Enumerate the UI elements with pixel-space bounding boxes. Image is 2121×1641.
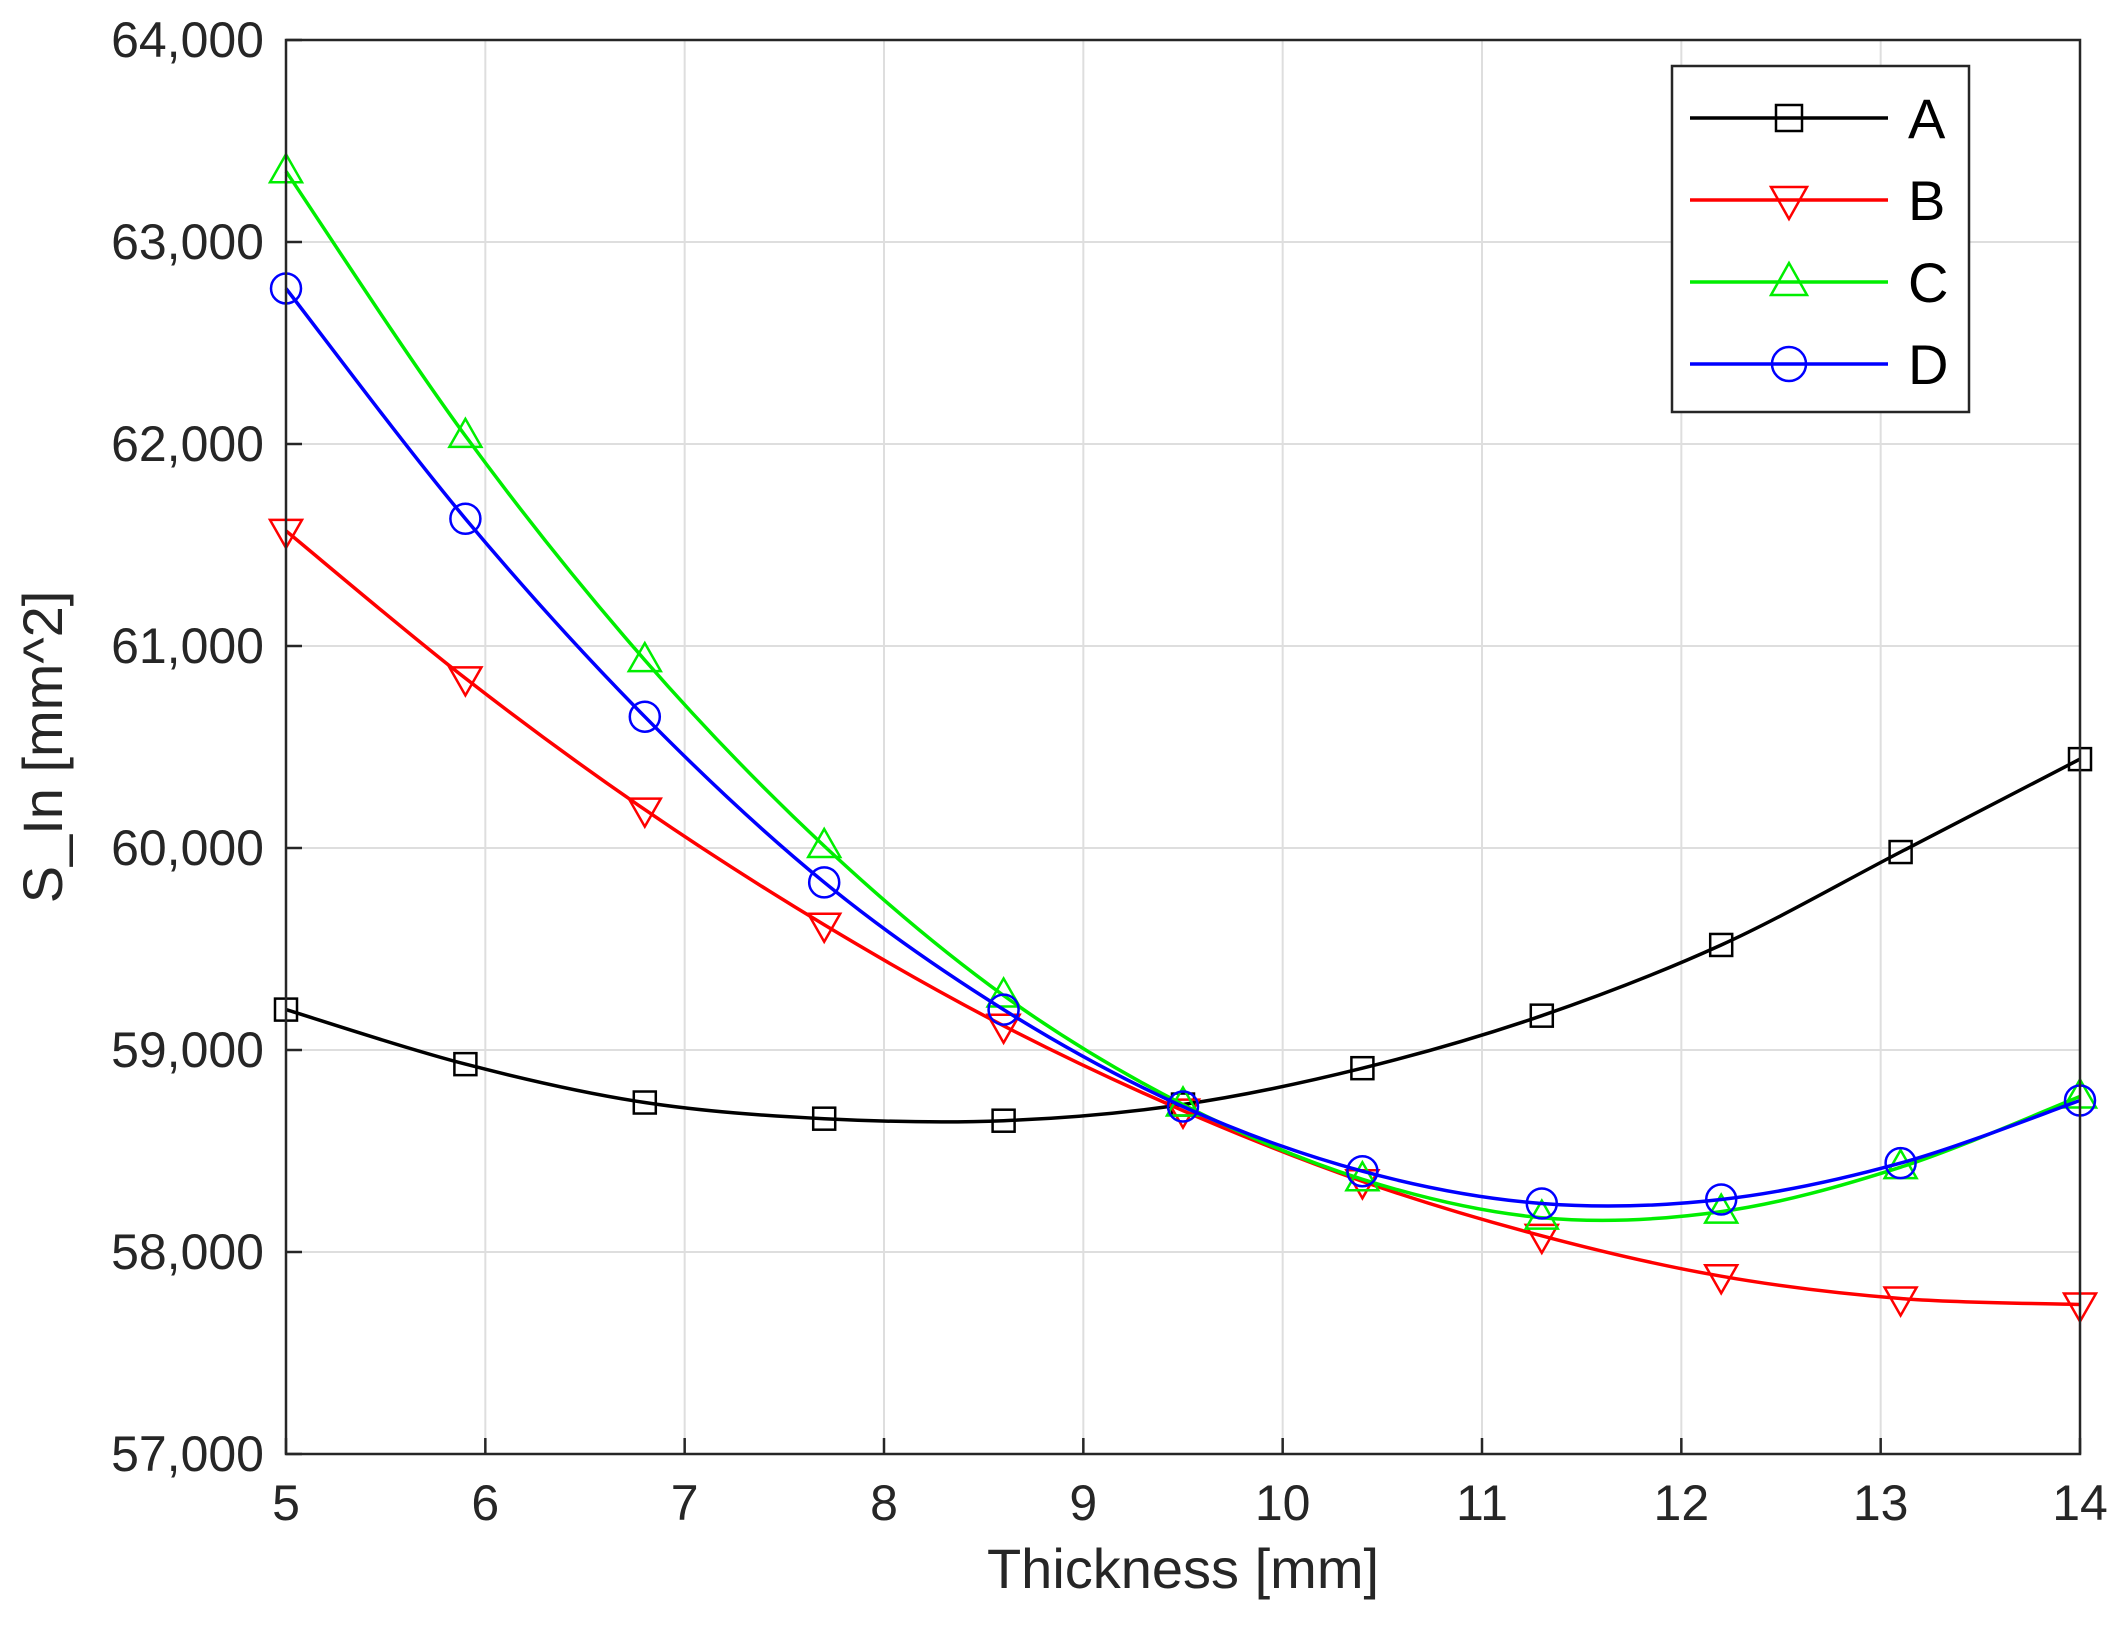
- x-tick-label: 12: [1654, 1475, 1710, 1531]
- x-tick-label: 5: [272, 1475, 300, 1531]
- series-b-point: [626, 797, 663, 830]
- series-c-point: [1703, 1192, 1740, 1224]
- series-b-point: [1882, 1286, 1919, 1318]
- series-b-point: [447, 666, 484, 698]
- series-a-point: [1888, 839, 1913, 865]
- series-a-point: [453, 1051, 478, 1077]
- series-d-point: [1884, 1146, 1917, 1180]
- series-d-point: [449, 502, 482, 535]
- legend-marker-d: [1770, 345, 1808, 383]
- series-c-point: [1523, 1198, 1560, 1230]
- series-d-point: [1704, 1183, 1738, 1216]
- series-b-point: [985, 1013, 1022, 1046]
- x-tick-label: 9: [1069, 1475, 1097, 1531]
- series-d-line: [284, 287, 2081, 1208]
- y-tick-label: 63,000: [111, 214, 264, 270]
- y-tick-label: 64,000: [111, 12, 264, 68]
- x-tick-label: 7: [671, 1475, 699, 1531]
- legend-item-b: B: [1690, 169, 1945, 232]
- series-d-point: [1525, 1187, 1559, 1220]
- y-tick-label: 59,000: [111, 1022, 264, 1078]
- series-d-point: [1346, 1154, 1379, 1188]
- y-axis: 57,000 58,000 59,000 60,000 61,000 62,000 63,0…: [111, 12, 302, 1482]
- series-b-point: [1164, 1098, 1202, 1131]
- y-tick-label: 62,000: [111, 416, 264, 472]
- y-tick-label: 60,000: [111, 820, 264, 876]
- series-a-point: [811, 1106, 837, 1131]
- legend-item-a: A: [1690, 87, 1946, 150]
- series-d-point: [807, 866, 841, 899]
- series-c-point: [626, 640, 663, 673]
- series-c-point: [985, 975, 1022, 1008]
- series-c-point: [447, 416, 484, 449]
- legend-box: [1670, 64, 1971, 414]
- y-axis-title: S_In [mm^2]: [11, 591, 74, 904]
- series-d-point: [628, 700, 662, 733]
- series-d-point: [987, 993, 1020, 1026]
- series-b-point: [1703, 1263, 1740, 1296]
- legend-label-d: D: [1908, 333, 1948, 396]
- y-tick-label: 61,000: [111, 618, 264, 674]
- x-axis-title: Thickness [mm]: [987, 1537, 1379, 1600]
- series-d: [269, 272, 2097, 1220]
- series-d-point: [1166, 1090, 1200, 1123]
- legend-item-c: C: [1690, 251, 1948, 314]
- series-b-point: [806, 912, 843, 945]
- legend-label-b: B: [1908, 169, 1945, 232]
- x-tick-label: 8: [870, 1475, 898, 1531]
- series-a-point: [1529, 1003, 1555, 1028]
- series-a-point: [632, 1090, 658, 1115]
- series-a-point: [1350, 1055, 1375, 1081]
- legend-marker-a: [1774, 103, 1804, 133]
- x-tick-label: 13: [1853, 1475, 1909, 1531]
- x-tick-label: 6: [471, 1475, 499, 1531]
- legend-label-a: A: [1908, 87, 1946, 150]
- x-tick-label: 14: [2052, 1475, 2108, 1531]
- legend-marker-c: [1768, 260, 1810, 297]
- legend-marker-b: [1768, 185, 1810, 222]
- series-c-point: [1344, 1159, 1381, 1192]
- legend-item-d: D: [1690, 333, 1948, 396]
- series-c-point: [806, 826, 843, 859]
- y-tick-label: 58,000: [111, 1224, 264, 1280]
- series-c: [267, 151, 2099, 1230]
- series-b-point: [1523, 1223, 1560, 1256]
- series-layer: [267, 151, 2099, 1325]
- plot-area-border: [284, 38, 2082, 1456]
- series-a-point: [1708, 932, 1734, 958]
- x-tick-label: 11: [1456, 1475, 1508, 1531]
- series-c-line: [284, 170, 2081, 1223]
- x-tick-label: 10: [1255, 1475, 1311, 1531]
- series-a-point: [991, 1108, 1016, 1133]
- series-b-line: [284, 529, 2081, 1307]
- y-tick-label: 57,000: [111, 1426, 264, 1482]
- x-axis: 5 6 7 8 9 10 11 12 13 14: [272, 1438, 2108, 1531]
- legend-label-c: C: [1908, 251, 1948, 314]
